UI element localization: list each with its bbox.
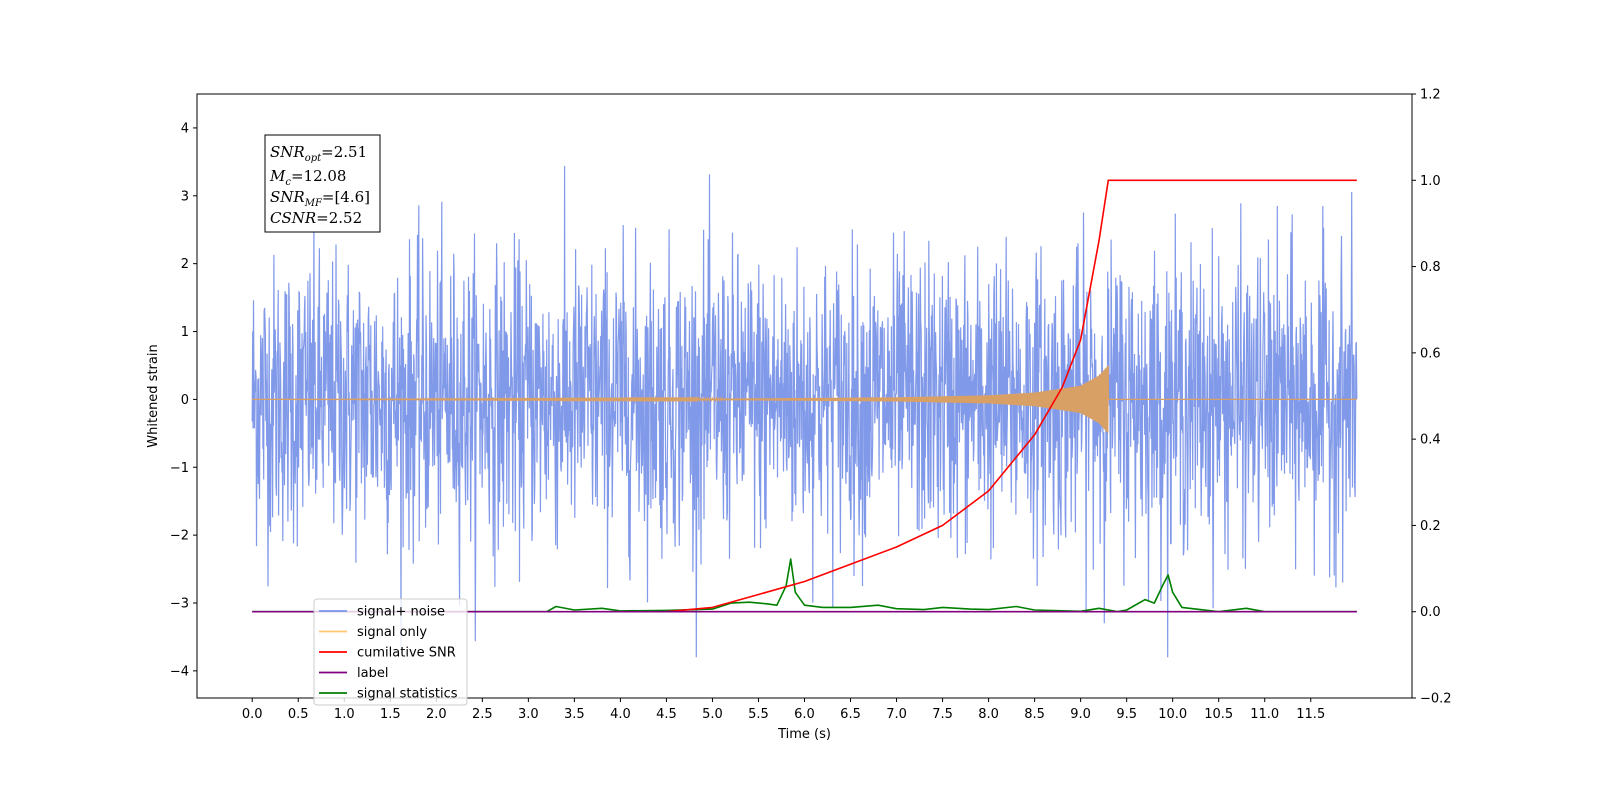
y2-tick-label: 0.2: [1420, 519, 1441, 534]
x-tick-label: 0.5: [288, 707, 309, 722]
annotation-line: CSNR=2.52: [270, 209, 362, 227]
legend-frame: [313, 598, 468, 706]
x-tick-label: 6.5: [840, 707, 861, 722]
x-tick-label: 6.0: [794, 707, 815, 722]
legend-label: signal+ noise: [357, 605, 445, 620]
x-tick-label: 8.5: [1024, 707, 1045, 722]
y2-tick-label: −0.2: [1420, 692, 1452, 707]
y-axis-left: 4 3 2 1 0 −1 −2 −3 −4: [170, 121, 197, 679]
y-axis-right: 1.2 1.0 0.8 0.6 0.4 0.2 0.0 −0.2: [1412, 88, 1452, 707]
x-axis: 0.0 0.5 1.0 1.5 2.0 2.5 3.0 3.5 4.0 4.5 5.0 5.5 6.0 6…: [242, 698, 1325, 722]
line-signal-statistics: [252, 558, 1357, 613]
annotation-line: SNRopt=2.51: [270, 143, 367, 164]
x-tick-label: 1.5: [380, 707, 401, 722]
x-tick-label: 3.5: [564, 707, 585, 722]
y-tick-label: 4: [181, 121, 189, 136]
y2-tick-label: 0.8: [1420, 260, 1441, 275]
x-tick-label: 10.5: [1204, 707, 1233, 722]
line-signal-noise: [251, 165, 1358, 658]
x-tick-label: 3.0: [518, 707, 539, 722]
y-tick-label: 3: [181, 189, 189, 204]
annotation-subscript: opt: [305, 153, 322, 164]
line-cumilative-snr: [666, 179, 1357, 613]
annotation-frame: [264, 134, 381, 233]
annotation-symbol: CSNR: [270, 209, 316, 227]
y-tick-label: 1: [181, 325, 189, 340]
legend-label: label: [357, 666, 388, 681]
y2-tick-label: 1.0: [1420, 174, 1441, 189]
x-tick-label: 4.0: [610, 707, 631, 722]
x-tick-label: 7.0: [886, 707, 907, 722]
x-tick-label: 9.0: [1070, 707, 1091, 722]
x-tick-label: 0.0: [242, 707, 263, 722]
annotation-value: =2.51: [321, 143, 367, 161]
annotation-line: Mc=12.08: [269, 167, 346, 188]
series-signal-only: [252, 365, 1357, 433]
annotation-value: =2.52: [316, 209, 362, 227]
legend-label: signal statistics: [357, 687, 458, 702]
y2-tick-label: 0.6: [1420, 346, 1441, 361]
annotation-symbol: SNR: [270, 143, 305, 161]
x-tick-label: 2.5: [472, 707, 493, 722]
legend-label: signal only: [357, 625, 427, 640]
y2-tick-label: 0.0: [1420, 605, 1441, 620]
y2-tick-label: 0.4: [1420, 433, 1441, 448]
y-tick-label: 0: [181, 393, 189, 408]
x-axis-label: Time (s): [777, 727, 831, 742]
y-tick-label: −2: [170, 529, 189, 544]
x-tick-label: 5.5: [748, 707, 769, 722]
annotation-symbol: SNR: [270, 188, 305, 206]
annotation-subscript: MF: [304, 198, 323, 209]
y-tick-label: −3: [170, 596, 189, 611]
x-tick-label: 10.0: [1158, 707, 1187, 722]
x-tick-label: 5.0: [702, 707, 723, 722]
legend: signal+ noise signal only cumilative SNR la…: [313, 598, 468, 706]
annotation-value: =12.08: [291, 167, 347, 185]
x-tick-label: 1.0: [334, 707, 355, 722]
x-tick-label: 8.0: [978, 707, 999, 722]
annotation-line: SNRMF=[4.6]: [270, 188, 370, 209]
x-tick-label: 11.5: [1296, 707, 1325, 722]
x-tick-label: 7.5: [932, 707, 953, 722]
x-tick-label: 2.0: [426, 707, 447, 722]
annotation-value: =[4.6]: [322, 188, 370, 206]
line-signal-only: [252, 365, 1357, 433]
x-tick-label: 11.0: [1250, 707, 1279, 722]
series-signal-noise: [251, 165, 1358, 658]
y-tick-label: −4: [170, 664, 189, 679]
y-axis-label: Whitened strain: [146, 344, 161, 447]
x-tick-label: 9.5: [1116, 707, 1137, 722]
annotation-symbol: M: [269, 167, 286, 185]
legend-label: cumilative SNR: [357, 646, 456, 661]
annotation-subscript: c: [285, 177, 291, 188]
x-tick-label: 4.5: [656, 707, 677, 722]
y2-tick-label: 1.2: [1420, 88, 1441, 103]
y-tick-label: −1: [170, 461, 189, 476]
y-tick-label: 2: [181, 257, 189, 272]
